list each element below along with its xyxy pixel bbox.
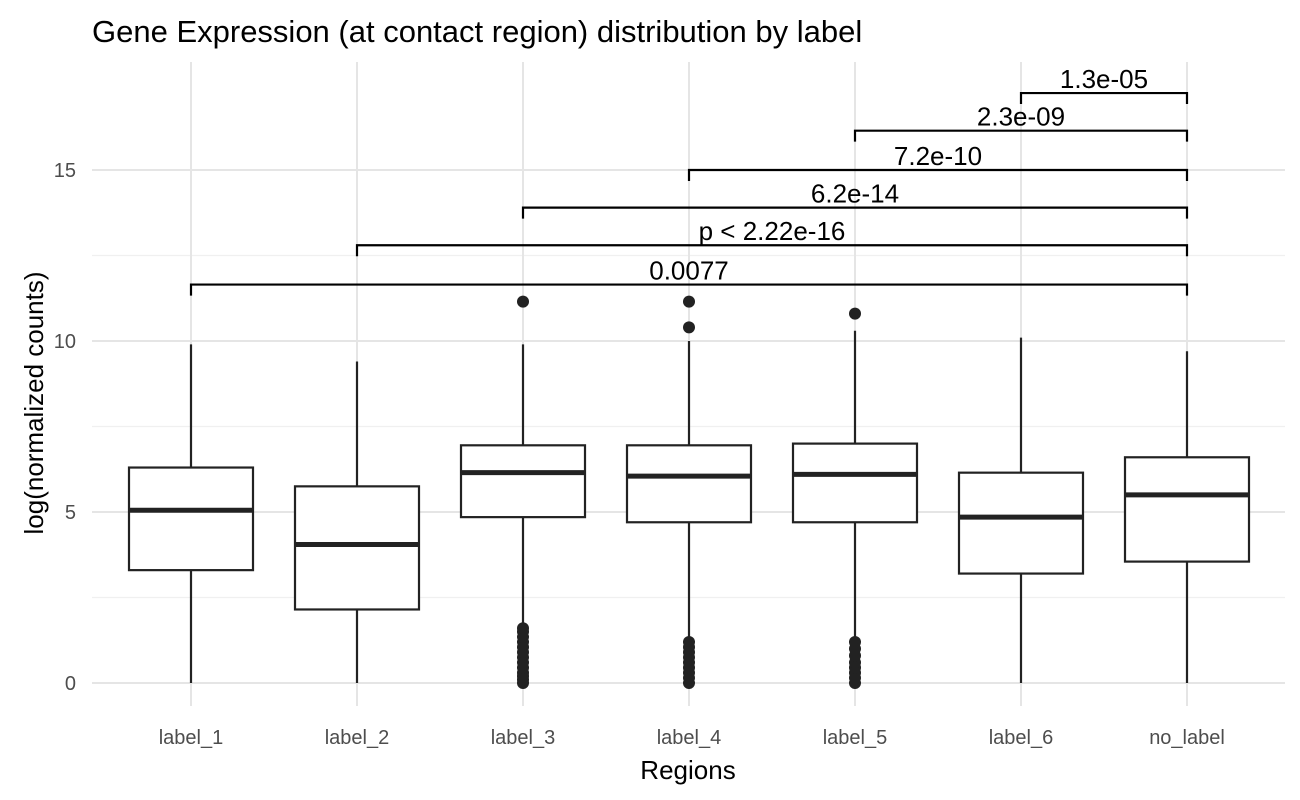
box-body (459, 444, 587, 519)
comparison-bracket (189, 283, 1189, 296)
comparison-label_1: 0.0077 (189, 256, 1189, 296)
outlier-point (683, 295, 695, 308)
box-label_5 (791, 307, 919, 689)
comparison-p-value: 0.0077 (649, 256, 729, 286)
comparison-label_5: 2.3e-09 (853, 102, 1189, 142)
box-body (625, 444, 753, 524)
y-tick-label: 5 (65, 502, 76, 524)
y-axis-title: log(normalized counts) (19, 271, 49, 534)
outlier-point (517, 295, 529, 308)
x-tick-label: label_4 (657, 727, 722, 749)
comparison-p-value: 6.2e-14 (811, 179, 899, 209)
y-tick-label: 0 (65, 673, 76, 695)
box-body (127, 466, 255, 572)
outlier-point (849, 307, 861, 320)
y-tick-label: 15 (54, 160, 76, 182)
x-tick-label: label_1 (159, 727, 224, 749)
x-tick-label: label_6 (989, 727, 1054, 749)
box-label_3 (459, 295, 587, 689)
comparison-label_2: p < 2.22e-16 (355, 216, 1189, 257)
outlier-point (683, 321, 695, 334)
box-label_2 (293, 361, 421, 683)
outlier-point (849, 635, 861, 648)
comparison-bracket (1019, 91, 1189, 105)
box-label_4 (625, 295, 753, 689)
axis-layer: 0 5 10 15 label_1 label_2 label_3 label_4 label_… (54, 160, 1225, 749)
x-tick-label: label_5 (823, 727, 888, 749)
box-label_1 (127, 344, 255, 683)
comparison-label_4: 7.2e-10 (687, 141, 1189, 181)
box-layer (127, 295, 1251, 689)
comparison-label_6: 1.3e-05 (1019, 64, 1189, 105)
comparison-p-value: 1.3e-05 (1060, 64, 1148, 94)
x-tick-label: label_2 (325, 727, 390, 749)
comparison-p-value: p < 2.22e-16 (699, 216, 846, 246)
comparison-layer: 0.0077 p < 2.22e-16 6.2e-14 7.2e-10 2.3e-09 1… (189, 64, 1189, 296)
x-tick-label: label_3 (491, 727, 556, 749)
box-body (791, 442, 919, 524)
x-axis-title: Regions (640, 755, 735, 785)
outlier-point (517, 622, 529, 635)
comparison-p-value: 2.3e-09 (977, 102, 1065, 132)
chart-title: Gene Expression (at contact region) dist… (92, 14, 862, 49)
comparison-bracket (521, 206, 1189, 219)
box-no_label (1123, 351, 1251, 683)
comparison-bracket (853, 129, 1189, 142)
box-body (293, 485, 421, 611)
comparison-label_3: 6.2e-14 (521, 179, 1189, 219)
box-body (1123, 456, 1251, 563)
comparison-bracket (355, 244, 1189, 257)
box-label_6 (957, 337, 1085, 683)
y-tick-label: 10 (54, 331, 76, 353)
x-tick-label: no_label (1149, 727, 1225, 749)
comparison-bracket (687, 168, 1189, 181)
box-body (957, 471, 1085, 575)
comparison-p-value: 7.2e-10 (894, 141, 982, 171)
outlier-point (683, 635, 695, 648)
